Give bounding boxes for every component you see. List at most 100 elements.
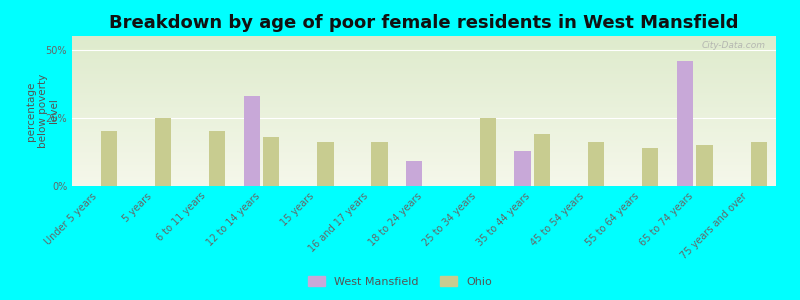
Bar — [534, 134, 550, 186]
Bar — [72, 51, 776, 52]
Bar — [72, 184, 776, 186]
Bar — [750, 142, 766, 186]
Bar — [72, 103, 776, 105]
Bar — [72, 88, 776, 90]
Bar — [72, 46, 776, 48]
Bar — [72, 176, 776, 177]
Bar — [72, 120, 776, 122]
Bar — [101, 131, 117, 186]
Bar — [72, 84, 776, 86]
Bar — [72, 122, 776, 123]
Text: City-Data.com: City-Data.com — [702, 40, 766, 50]
Bar — [642, 148, 658, 186]
Bar — [72, 93, 776, 94]
Bar — [72, 54, 776, 56]
Bar — [72, 134, 776, 135]
Bar — [72, 159, 776, 160]
Bar — [72, 81, 776, 82]
Bar — [72, 182, 776, 183]
Bar — [72, 154, 776, 156]
Bar — [72, 112, 776, 114]
Bar — [72, 129, 776, 130]
Bar — [72, 117, 776, 118]
Bar — [72, 135, 776, 136]
Bar — [72, 100, 776, 102]
Bar — [72, 105, 776, 106]
Bar — [72, 52, 776, 54]
Bar — [72, 148, 776, 150]
Bar — [72, 96, 776, 98]
Bar — [72, 178, 776, 180]
Bar — [318, 142, 334, 186]
Bar — [72, 94, 776, 96]
Bar — [72, 72, 776, 74]
Bar — [72, 116, 776, 117]
Bar — [72, 63, 776, 64]
Bar — [72, 58, 776, 60]
Bar — [72, 164, 776, 165]
Bar — [72, 140, 776, 141]
Bar — [155, 118, 171, 186]
Bar — [72, 102, 776, 104]
Bar — [72, 156, 776, 158]
Bar — [72, 167, 776, 168]
Bar — [72, 106, 776, 108]
Bar — [72, 82, 776, 84]
Bar — [588, 142, 604, 186]
Y-axis label: percentage
below poverty
level: percentage below poverty level — [26, 74, 59, 148]
Bar — [72, 99, 776, 100]
Bar — [72, 92, 776, 93]
Bar — [72, 126, 776, 128]
Bar — [72, 111, 776, 112]
Bar — [72, 152, 776, 153]
Legend: West Mansfield, Ohio: West Mansfield, Ohio — [304, 272, 496, 291]
Bar — [72, 90, 776, 92]
Bar — [72, 174, 776, 176]
Bar — [72, 69, 776, 70]
Bar — [72, 118, 776, 120]
Bar — [209, 131, 226, 186]
Bar — [72, 40, 776, 42]
Bar — [72, 180, 776, 182]
Bar — [72, 172, 776, 174]
Bar — [72, 165, 776, 166]
Bar — [72, 162, 776, 164]
Bar — [72, 177, 776, 178]
Bar — [72, 56, 776, 57]
Bar — [72, 144, 776, 146]
Bar — [72, 168, 776, 170]
Bar — [72, 66, 776, 68]
Bar — [72, 169, 776, 171]
Bar — [72, 171, 776, 172]
Bar — [72, 45, 776, 46]
Bar — [72, 80, 776, 81]
Bar — [72, 158, 776, 159]
Bar — [72, 50, 776, 51]
Bar — [263, 137, 279, 186]
Bar — [72, 147, 776, 148]
Bar — [480, 118, 496, 186]
Bar — [72, 57, 776, 58]
Bar — [72, 36, 776, 38]
Bar — [72, 44, 776, 45]
Bar — [72, 87, 776, 88]
Bar — [72, 108, 776, 110]
Bar — [72, 70, 776, 72]
Bar — [72, 68, 776, 69]
Bar — [72, 141, 776, 142]
Bar — [72, 183, 776, 184]
Bar — [72, 150, 776, 152]
Bar — [72, 64, 776, 66]
Bar — [72, 98, 776, 99]
Title: Breakdown by age of poor female residents in West Mansfield: Breakdown by age of poor female resident… — [110, 14, 738, 32]
Bar — [72, 146, 776, 147]
Bar — [72, 153, 776, 154]
Bar — [677, 61, 693, 186]
Bar — [72, 38, 776, 39]
Bar — [72, 132, 776, 134]
Bar — [244, 96, 260, 186]
Bar — [72, 39, 776, 40]
Bar — [72, 110, 776, 111]
Bar — [72, 128, 776, 129]
Bar — [72, 85, 776, 87]
